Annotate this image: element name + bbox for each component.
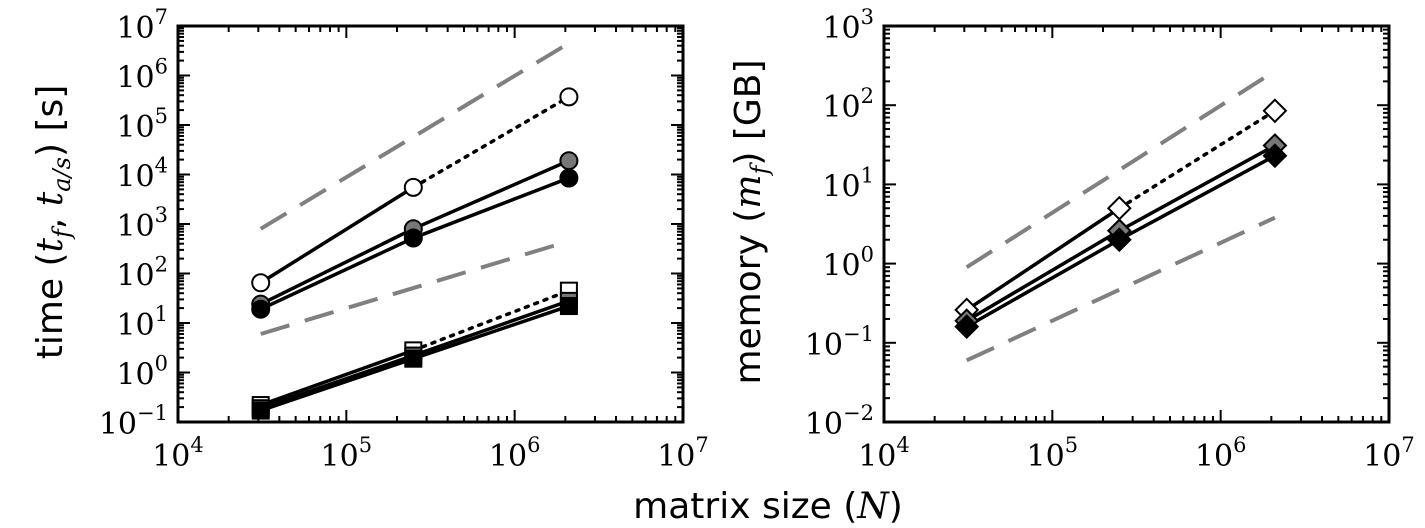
memory-panel: 104 105 106 107 10−2 10−1 100 101 102 103: [805, 5, 1415, 474]
square-black-segment: [260, 357, 414, 413]
circle-open-segment: [411, 95, 571, 190]
square-black-segment: [412, 304, 570, 361]
y-tick-label: 10−1: [805, 322, 874, 363]
circle-open-segment: [259, 185, 415, 285]
y-tick-label: 104: [116, 154, 168, 195]
x-tick-label: 105: [321, 433, 373, 474]
plot-frame: [176, 24, 685, 424]
circle-gray-segment: [412, 159, 570, 231]
x-tick-label: 107: [1363, 433, 1415, 474]
square-black-point: [559, 297, 578, 316]
lower-guide: [965, 215, 1276, 363]
y-tick-label: 101: [822, 163, 874, 204]
diamond-open-segment: [965, 206, 1121, 312]
diamond-open-point: [1262, 98, 1288, 124]
x-tick-label: 104: [152, 433, 204, 474]
square-gray-segment: [412, 299, 570, 358]
x-axis-label: matrix size (N): [633, 486, 903, 527]
diamond-black-segment: [965, 238, 1121, 329]
x-tick-label: 106: [1195, 433, 1247, 474]
diamond-black-point: [1262, 143, 1288, 169]
y-tick-label: 102: [116, 253, 168, 294]
square-gray-segment: [260, 353, 414, 410]
y-tick-label: 101: [116, 302, 168, 343]
diamond-black-segment: [1118, 154, 1276, 242]
diamond-gray-segment: [965, 229, 1121, 323]
y-tick-label: 103: [116, 203, 168, 244]
circle-black-segment: [259, 236, 415, 311]
x-tick-label: 104: [858, 433, 910, 474]
upper-guide: [965, 69, 1276, 269]
square-black-point: [251, 401, 270, 420]
circle-black-point: [251, 299, 271, 319]
circle-open-point: [403, 177, 423, 197]
lower-guide: [260, 239, 570, 336]
y-tick-label: 100: [822, 243, 874, 284]
y-tick-label: 10−1: [99, 401, 168, 442]
y-tick-label: 102: [822, 84, 874, 125]
diamond-black-point: [954, 314, 980, 340]
y-tick-label: 105: [116, 104, 168, 145]
y-tick-label: 106: [116, 55, 168, 96]
y-tick-label: 103: [822, 5, 874, 46]
circle-gray-point: [559, 151, 579, 171]
diamond-open-segment: [1117, 109, 1277, 210]
x-tick-label: 106: [489, 433, 541, 474]
y-tick-label: 107: [116, 5, 168, 46]
upper-guide: [259, 41, 570, 231]
diamond-black-point: [1106, 227, 1132, 253]
diamond-open-point: [1106, 195, 1132, 221]
plot-frame: [882, 24, 1391, 424]
diamond-gray-segment: [1118, 143, 1276, 233]
memory-axis-label: memory (mf) [GB]: [728, 59, 774, 384]
square-open-segment: [411, 288, 571, 353]
circle-open-point: [251, 273, 271, 293]
circle-black-point: [559, 168, 579, 188]
time-axis-label: time (tf, ta/s) [s]: [30, 85, 76, 360]
square-black-point: [404, 349, 423, 368]
y-tick-label: 10−2: [805, 401, 874, 442]
x-tick-label: 107: [657, 433, 709, 474]
square-open-segment: [260, 348, 414, 407]
x-tick-label: 105: [1027, 433, 1079, 474]
time-panel: 104 105 106 107 10−1 100 101 102 103 104 105 106 107: [99, 5, 709, 474]
circle-open-point: [559, 87, 579, 107]
circle-black-segment: [412, 176, 570, 240]
circle-gray-segment: [259, 227, 415, 306]
circle-black-point: [403, 228, 423, 248]
y-tick-label: 100: [116, 352, 168, 393]
